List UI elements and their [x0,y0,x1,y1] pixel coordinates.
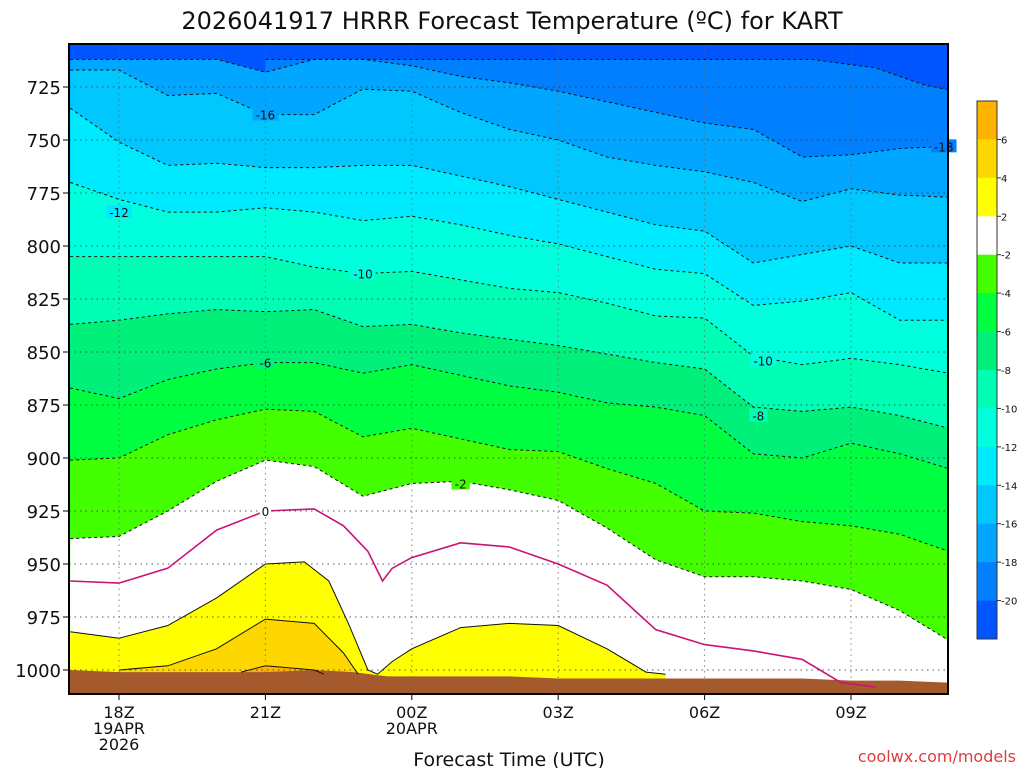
colorbar-swatch [977,101,997,140]
contour-label-bg [750,353,776,367]
y-tick-label: 975 [27,608,61,629]
y-tick-label: 825 [27,290,61,311]
y-tick-label: 750 [27,131,61,152]
colorbar-label: 6 [1001,135,1007,146]
contour-label-bg [350,266,376,280]
contour-line [70,256,948,374]
colorbar: 6 4 2 -2 -4 -6 -8 -10 -12 -14 -16 -18 -20 [976,100,1017,640]
colorbar-swatch [977,523,997,563]
contour-line [240,665,325,675]
contour-label: -6 [259,357,271,371]
colorbar-swatch [977,446,997,486]
colorbar-swatch [977,254,997,294]
y-tick-label: 875 [27,396,61,417]
contour-label-bg [106,205,132,219]
x-tick-label: 20APR [386,719,438,738]
colorbar-swatch [977,370,997,409]
x-tick-label: 21Z [250,703,281,722]
contour-lines [69,58,948,688]
y-tick-label: 925 [27,502,61,523]
contour-line [70,508,876,688]
colorbar-label: -14 [1001,481,1017,492]
colorbar-label: -20 [1001,597,1017,608]
colorbar-swatch [977,331,997,371]
y-tick-label: 850 [27,343,61,364]
colorbar-label: -4 [1001,289,1011,300]
contour-line [70,69,948,203]
contour-line [265,58,948,91]
contour-label: -8 [752,410,764,424]
contour-label: -18 [934,140,954,154]
colorbar-label: -10 [1001,404,1017,415]
colorbar-label: -16 [1001,520,1017,531]
contour-label-bg [259,504,271,517]
colorbar-label: 2 [1001,212,1007,223]
x-tick-label: 18Z [103,703,134,722]
colorbar-label: -12 [1001,443,1017,454]
contour-line [70,58,948,158]
x-tick-label: 00Z [396,703,427,722]
x-axis-label: Forecast Time (UTC) [413,749,604,768]
colorbar-swatch [977,216,997,256]
plot-area [69,44,948,694]
colorbar-swatch [977,562,997,602]
contour-label-bg [252,107,279,121]
colorbar-swatch [977,177,997,217]
colorbar-label: -18 [1001,558,1017,569]
contour-line [70,459,948,641]
contour-line [70,362,948,469]
colorbar-label: -8 [1001,366,1011,377]
contour-label: -10 [353,268,373,282]
colorbar-label: -6 [1001,328,1011,339]
y-tick-label: 800 [27,237,61,258]
x-tick-label: 03Z [543,703,574,722]
y-tick-label: 900 [27,449,61,470]
colorbar-swatch [977,485,997,525]
colorbar-label: 4 [1001,174,1007,185]
contour-line [69,107,948,264]
contour-line [70,309,948,429]
contour-label-bg [451,476,470,490]
contour-label: -10 [753,354,773,368]
contour-label-bg [749,408,768,422]
chart-title: 2026041917 HRRR Forecast Temperature (ºC… [181,7,843,35]
contour-line [118,618,359,675]
contour-label-bg [930,139,957,153]
contour-line [70,561,666,675]
x-tick-label: 09Z [835,703,866,722]
terrain [69,670,948,694]
y-tick-label: 950 [27,555,61,576]
y-tick-label: 725 [27,78,61,99]
colorbar-swatch [977,293,997,333]
y-tick-label: 775 [27,184,61,205]
gridlines [69,44,948,694]
colorbar-swatch [977,600,997,640]
colorbar-swatch [977,139,997,179]
credit-text: coolwx.com/models [858,747,1016,766]
contour-label: 0 [262,505,270,519]
plot-frame [68,43,949,695]
colorbar-swatch [977,408,997,448]
contour-label: -16 [256,109,276,123]
contour-label: -12 [109,206,129,220]
contour-label: -2 [455,477,467,491]
colorbar-label: -2 [1001,251,1011,262]
y-tick-label: 1000 [15,661,61,682]
x-tick-label: 19APR [93,719,145,738]
x-tick-label: 2026 [99,735,140,754]
contour-line [70,408,948,552]
y-axis: 725 750 775 800 825 850 875 900 925 950 975 1000 [15,78,69,682]
contour-line [70,181,948,321]
x-tick-label: 06Z [689,703,720,722]
contour-label-bg [256,355,275,369]
